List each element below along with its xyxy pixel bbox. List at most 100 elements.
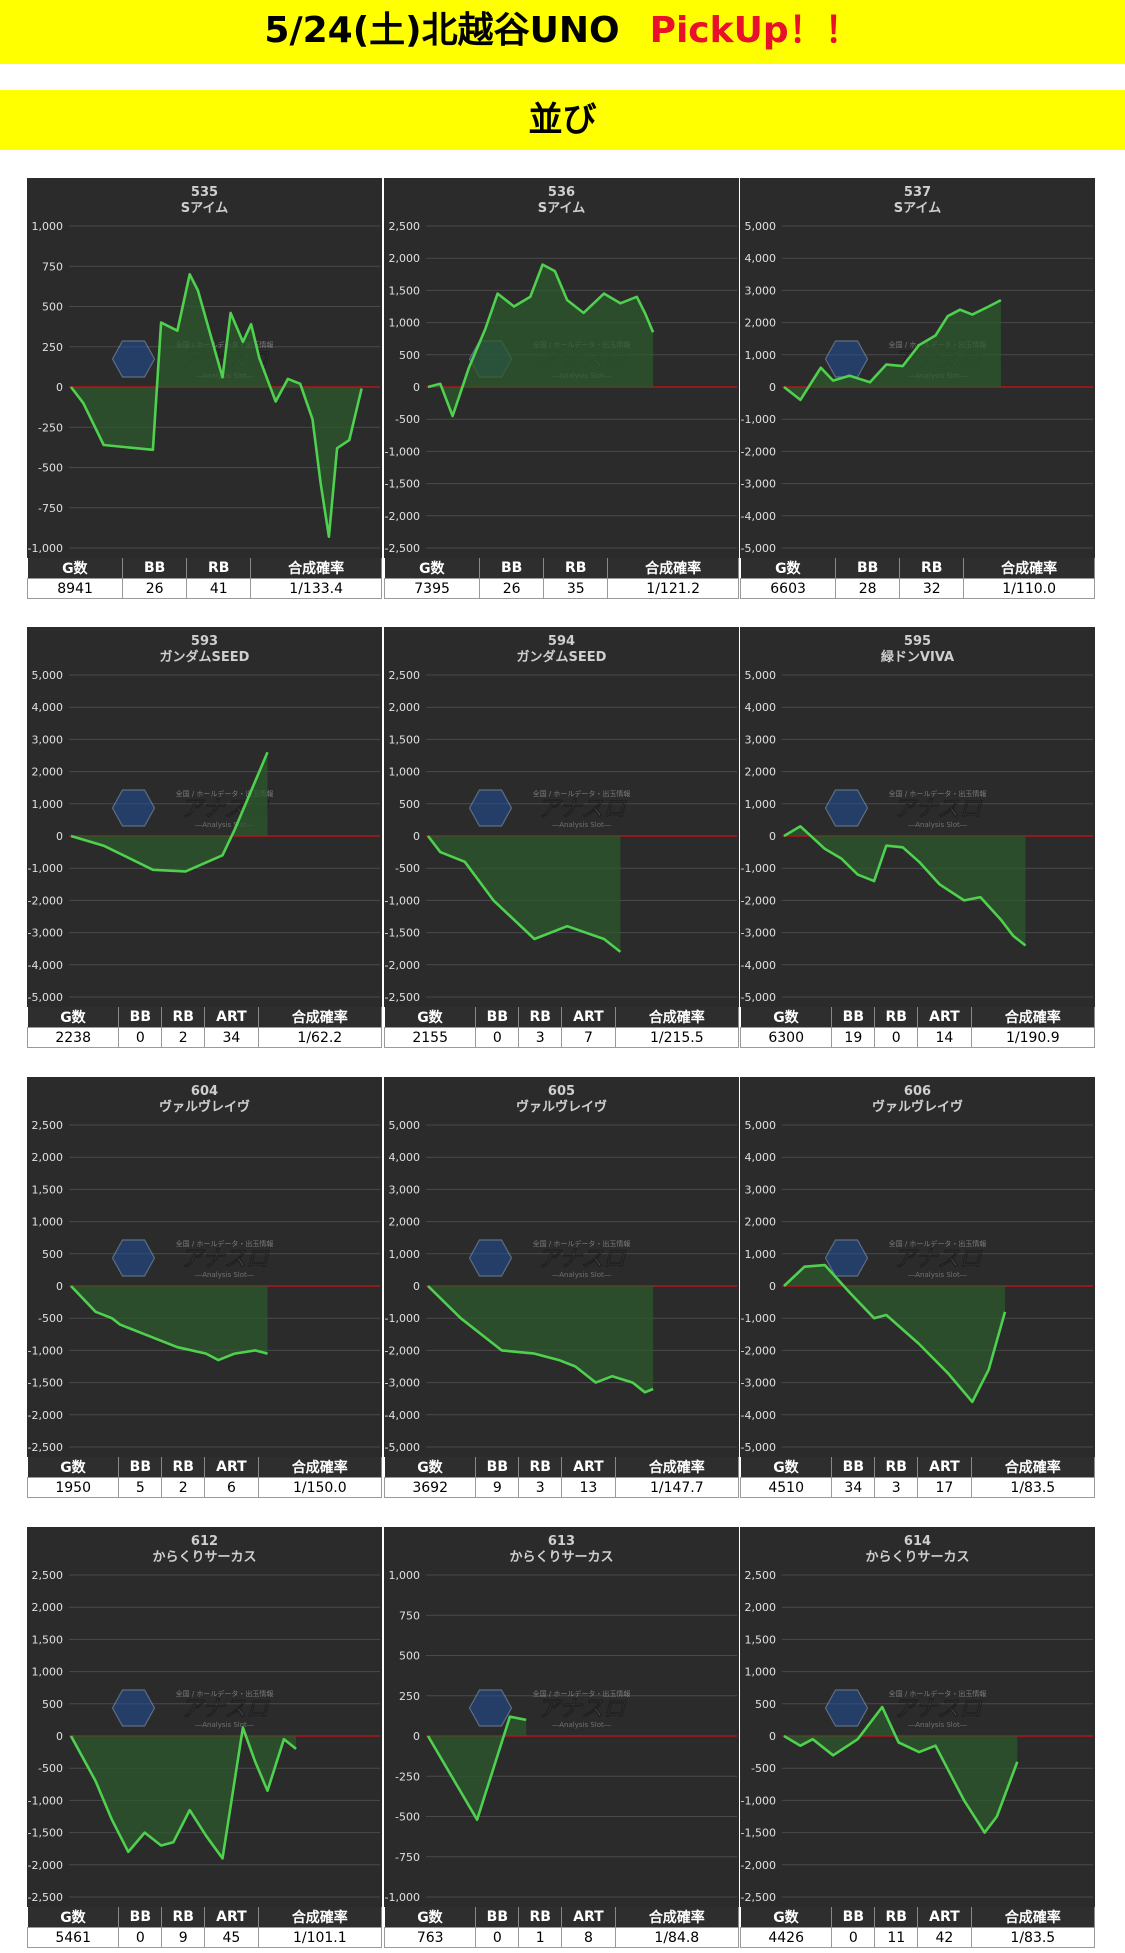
y-tick-label: -2,000: [28, 1859, 63, 1872]
y-tick-label: 5,000: [745, 669, 777, 682]
y-tick-label: -250: [38, 421, 63, 434]
y-tick-label: -2,500: [28, 1441, 63, 1454]
y-tick-label: -2,000: [741, 445, 776, 458]
stats-header: BB: [831, 1007, 876, 1028]
stats-value: 6: [204, 1477, 259, 1498]
stats-header: BB: [122, 558, 188, 579]
machine-number: 612: [191, 1534, 218, 1549]
series-area: [784, 300, 1001, 400]
chart-panel-612: 612 からくりサーカス 2,500 2,000 1,500 1,000 500 0 -500 -…: [26, 1527, 383, 1948]
y-tick-label: -2,000: [385, 959, 420, 972]
y-tick-label: 1,500: [32, 1183, 64, 1196]
machine-name: ヴァルヴレイヴ: [159, 1099, 250, 1115]
y-tick-label: -4,000: [741, 1409, 776, 1422]
stats-table: G数 BB RB 合成確率 8941 26 41 1/133.4: [26, 558, 382, 599]
stats-value: 7: [561, 1027, 616, 1048]
watermark-caption: 全国 / ホールデータ・出玉情報: [889, 1239, 987, 1248]
chart-background: [384, 627, 739, 1007]
stats-table: G数 BB RB ART 合成確率 2155 0 3 7 1/215.5: [383, 1007, 740, 1048]
y-tick-label: -4,000: [385, 1409, 420, 1422]
y-tick-label: -500: [38, 1762, 63, 1775]
y-tick-label: 4,000: [745, 1151, 777, 1164]
machine-number: 595: [904, 634, 931, 649]
stats-value: 2: [161, 1477, 206, 1498]
machine-number: 606: [904, 1084, 931, 1099]
watermark-logo-icon: [111, 340, 156, 378]
stats-header: RB: [161, 1907, 206, 1928]
stats-value: 0: [874, 1027, 919, 1048]
watermark-subcaption: ―Analysis Slot―: [552, 821, 610, 829]
y-tick-label: 500: [42, 1698, 63, 1711]
stats-header: ART: [917, 1907, 972, 1928]
machine-name: からくりサーカス: [152, 1550, 256, 1565]
stats-header: RB: [161, 1457, 206, 1478]
y-tick-label: -2,000: [741, 1344, 776, 1357]
y-tick-label: 1,000: [745, 349, 777, 362]
y-tick-label: 2,000: [389, 701, 421, 714]
y-tick-label: -2,000: [741, 894, 776, 907]
stats-value: 42: [917, 1927, 972, 1948]
chart-background: [384, 1527, 739, 1907]
y-tick-label: 5,000: [745, 1119, 777, 1132]
y-tick-label: -1,000: [741, 1794, 776, 1807]
stats-header: ART: [561, 1007, 616, 1028]
y-tick-label: 500: [755, 1698, 776, 1711]
y-tick-label: 2,000: [745, 317, 777, 330]
y-tick-label: -2,500: [385, 991, 420, 1004]
chart-background: [27, 1527, 382, 1907]
stats-value: 19: [831, 1027, 876, 1048]
series-area: [71, 274, 362, 537]
stats-header: 合成確率: [963, 558, 1095, 579]
y-tick-label: 2,500: [32, 1119, 64, 1132]
stats-value: 3692: [383, 1477, 477, 1498]
stats-value: 4426: [739, 1927, 833, 1948]
y-tick-label: -3,000: [385, 1377, 420, 1390]
stats-header: ART: [204, 1907, 259, 1928]
watermark-logo-icon: [111, 1239, 156, 1277]
pickup-label: PickUp！！: [649, 10, 861, 51]
stats-header: 合成確率: [258, 1007, 383, 1028]
y-tick-label: -1,000: [28, 542, 63, 555]
chart-panel-604: 604 ヴァルヴレイヴ 2,500 2,000 1,500 1,000 500 0 -500 -1…: [26, 1077, 383, 1498]
watermark-caption: 全国 / ホールデータ・出玉情報: [889, 789, 987, 798]
y-tick-label: 750: [42, 260, 63, 273]
stats-value: 9: [475, 1477, 520, 1498]
stats-value: 7395: [383, 578, 481, 599]
stats-header: RB: [518, 1007, 563, 1028]
stats-table: G数 BB RB 合成確率 6603 28 32 1/110.0: [739, 558, 1095, 599]
stats-value: 1/121.2: [607, 578, 739, 599]
y-tick-label: 4,000: [389, 1151, 421, 1164]
watermark-subcaption: ―Analysis Slot―: [908, 821, 966, 829]
stats-value: 26: [122, 578, 188, 599]
machine-name: からくりサーカス: [509, 1550, 613, 1565]
y-tick-label: -5,000: [741, 991, 776, 1004]
stats-header: BB: [835, 558, 901, 579]
stats-table: G数 BB RB ART 合成確率 763 0 1 8 1/84.8: [383, 1907, 740, 1948]
y-tick-label: 0: [56, 381, 63, 394]
stats-header: G数: [740, 1907, 833, 1928]
stats-header: 合成確率: [615, 1457, 740, 1478]
chart-panel-536: 536 Sアイム 2,500 2,000 1,500 1,000 500 0 -500 -1,00…: [383, 178, 739, 599]
stats-value: 6603: [739, 578, 837, 599]
y-tick-label: 5,000: [389, 1119, 421, 1132]
y-tick-label: -1,000: [741, 1312, 776, 1325]
y-tick-label: -1,000: [28, 1344, 63, 1357]
chart-panel-614: 614 からくりサーカス 2,500 2,000 1,500 1,000 500 0 -500 -…: [739, 1527, 1096, 1948]
stats-header: ART: [204, 1457, 259, 1478]
y-tick-label: 5,000: [745, 220, 777, 233]
watermark-logo-icon: [468, 1689, 513, 1727]
y-tick-label: -1,500: [28, 1377, 63, 1390]
stats-header: ART: [204, 1007, 259, 1028]
y-tick-label: -4,000: [741, 959, 776, 972]
series-line: [783, 825, 1027, 947]
stats-header: BB: [479, 558, 545, 579]
